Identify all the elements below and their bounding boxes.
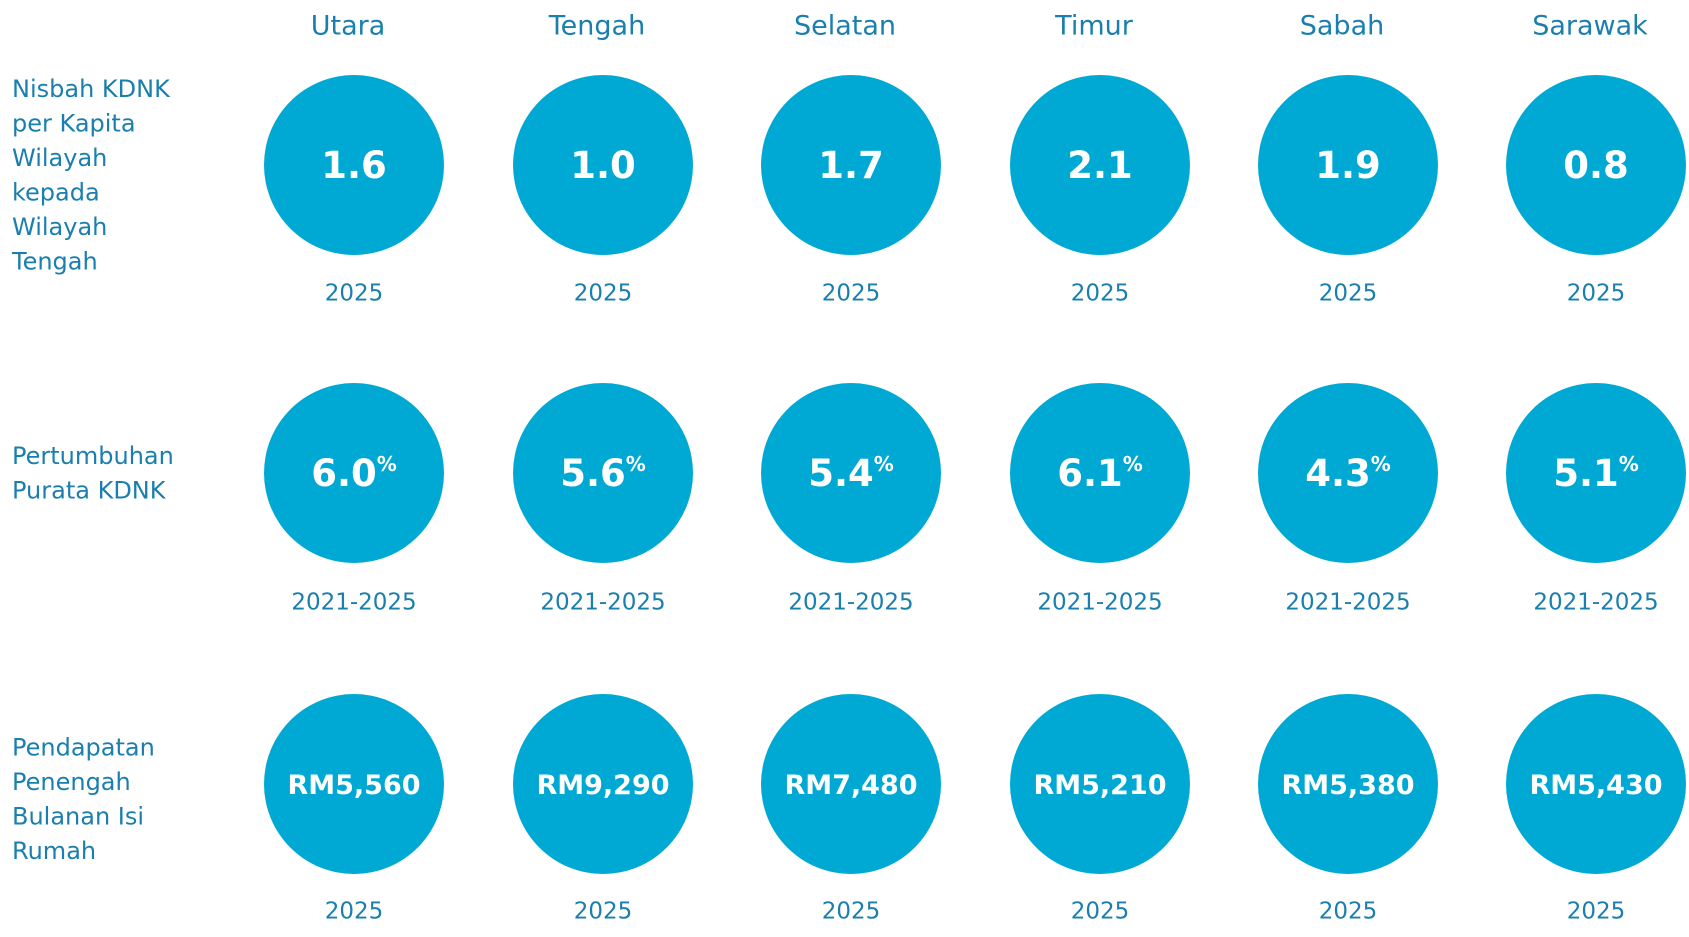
period-label: 2021-2025	[291, 590, 416, 616]
period-label: 2025	[1071, 899, 1130, 925]
period-label: 2025	[325, 899, 384, 925]
value: RM5,380	[1281, 770, 1414, 801]
value-circle	[1010, 694, 1190, 874]
value: RM5,210	[1033, 770, 1166, 801]
value-circle	[1506, 383, 1686, 563]
value-text: 1.9	[1315, 144, 1381, 187]
row-label: Wilayah	[12, 144, 107, 172]
unit: %	[1371, 452, 1391, 476]
value: 1.9	[1315, 144, 1381, 187]
value: 6.1	[1057, 452, 1123, 495]
value-circle	[264, 383, 444, 563]
value: 0.8	[1563, 144, 1629, 187]
period-label: 2025	[1319, 281, 1378, 307]
value: 6.0	[311, 452, 377, 495]
row-label: Wilayah	[12, 213, 107, 241]
value-circle	[264, 75, 444, 255]
row-label: Pendapatan	[12, 733, 155, 761]
value-circle	[1258, 75, 1438, 255]
value-circle	[761, 75, 941, 255]
value-text: 1.0	[570, 144, 636, 187]
row-label: Bulanan Isi	[12, 802, 144, 830]
row-label: per Kapita	[12, 109, 136, 137]
unit: %	[1619, 452, 1639, 476]
value-text: RM5,430	[1529, 770, 1662, 801]
value-text: 5.4%	[808, 452, 894, 495]
period-label: 2025	[1071, 281, 1130, 307]
value: RM5,560	[287, 770, 420, 801]
value-circle	[513, 383, 693, 563]
value-text: 1.6	[321, 144, 387, 187]
row-label: Purata KDNK	[12, 476, 167, 504]
row-label: Nisbah KDNK	[12, 75, 171, 103]
value: 2.1	[1067, 144, 1133, 187]
region-header: Sabah	[1300, 11, 1384, 42]
value: 5.6	[560, 452, 626, 495]
period-label: 2025	[325, 281, 384, 307]
value-circle	[1258, 694, 1438, 874]
unit: %	[1123, 452, 1143, 476]
value-text: 1.7	[818, 144, 884, 187]
period-label: 2021-2025	[1037, 590, 1162, 616]
unit: %	[874, 452, 894, 476]
period-label: 2025	[822, 899, 881, 925]
unit: %	[626, 452, 646, 476]
value: 5.1	[1553, 452, 1619, 495]
value: RM9,290	[536, 770, 669, 801]
value-text: 4.3%	[1305, 452, 1391, 495]
value-text: RM9,290	[536, 770, 669, 801]
region-header: Sarawak	[1532, 11, 1648, 42]
value-text: 6.1%	[1057, 452, 1143, 495]
value-circle	[513, 694, 693, 874]
value: 1.7	[818, 144, 884, 187]
unit: %	[377, 452, 397, 476]
period-label: 2025	[574, 281, 633, 307]
value-circle	[513, 75, 693, 255]
row-label: Penengah	[12, 768, 131, 796]
value: 1.0	[570, 144, 636, 187]
value-circle	[1010, 383, 1190, 563]
period-label: 2021-2025	[788, 590, 913, 616]
period-label: 2025	[1319, 899, 1378, 925]
value-text: RM7,480	[784, 770, 917, 801]
value-text: 2.1	[1067, 144, 1133, 187]
period-label: 2025	[822, 281, 881, 307]
value: RM5,430	[1529, 770, 1662, 801]
value: 1.6	[321, 144, 387, 187]
value-text: RM5,380	[1281, 770, 1414, 801]
region-header: Selatan	[794, 11, 896, 42]
value-circle	[761, 694, 941, 874]
value-text: 0.8	[1563, 144, 1629, 187]
value-circle	[1506, 75, 1686, 255]
value-text: 6.0%	[311, 452, 397, 495]
value: 5.4	[808, 452, 874, 495]
value-text: RM5,560	[287, 770, 420, 801]
region-header: Tengah	[548, 11, 645, 42]
value: 4.3	[1305, 452, 1371, 495]
period-label: 2021-2025	[540, 590, 665, 616]
row-label: Rumah	[12, 837, 96, 865]
row-label: Pertumbuhan	[12, 442, 174, 470]
value-text: RM5,210	[1033, 770, 1166, 801]
value: RM7,480	[784, 770, 917, 801]
value-circle	[1506, 694, 1686, 874]
value-circle	[1010, 75, 1190, 255]
value-text: 5.1%	[1553, 452, 1639, 495]
period-label: 2021-2025	[1285, 590, 1410, 616]
value-circle	[761, 383, 941, 563]
value-circle	[1258, 383, 1438, 563]
value-circle	[264, 694, 444, 874]
period-label: 2025	[1567, 281, 1626, 307]
region-header: Utara	[311, 11, 386, 42]
period-label: 2025	[1567, 899, 1626, 925]
row-label: Tengah	[11, 247, 98, 275]
period-label: 2021-2025	[1533, 590, 1658, 616]
value-text: 5.6%	[560, 452, 646, 495]
period-label: 2025	[574, 899, 633, 925]
row-label: kepada	[12, 178, 100, 206]
region-header: Timur	[1054, 11, 1134, 42]
